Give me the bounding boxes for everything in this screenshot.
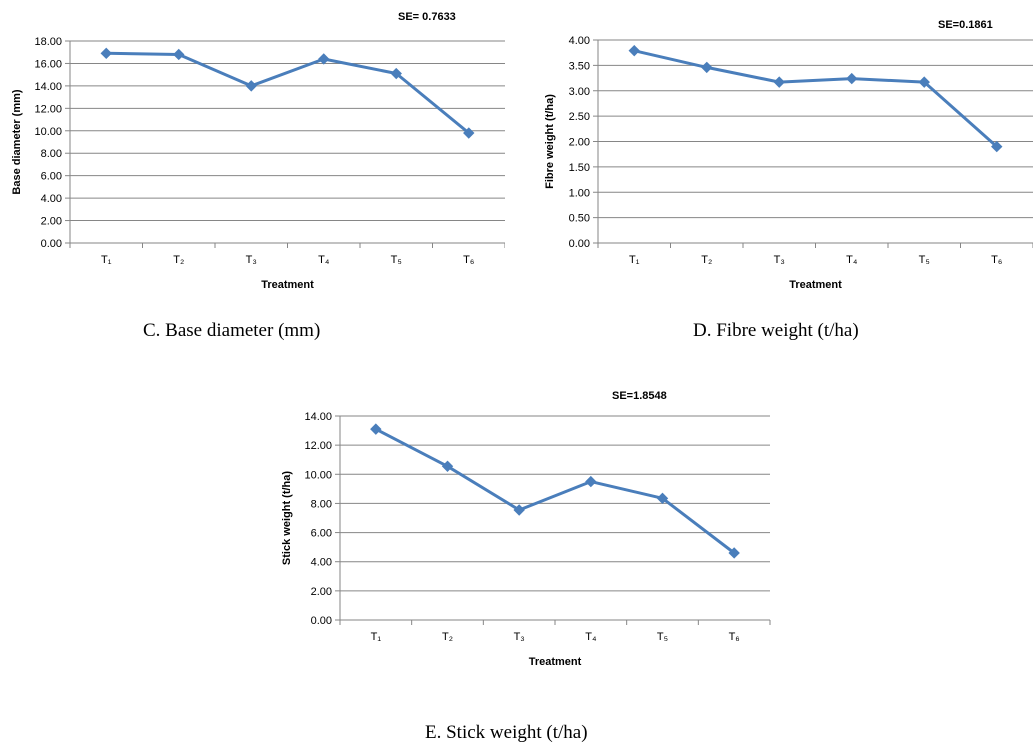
chart-fibre-weight-svg: 0.00 0.50 1.00 1.50 2.00 2.50 3.00 3.50 4.00 T₁ T₂… (544, 19, 1033, 291)
x-tick-label: T₃ (514, 631, 525, 643)
x-tick-label: T₅ (657, 631, 668, 643)
y-tick-label: 2.00 (41, 216, 62, 228)
y-tick-label: 2.00 (311, 586, 332, 598)
x-tick-label: T₂ (442, 631, 453, 643)
y-tick-label: 0.00 (569, 238, 590, 250)
x-tick-label: T₁ (629, 254, 640, 266)
data-point (628, 44, 640, 57)
y-tick-label: 0.00 (311, 615, 332, 627)
data-point (463, 127, 475, 139)
x-tick-label: T₂ (701, 254, 712, 266)
data-point (100, 47, 112, 60)
data-point (513, 504, 525, 516)
data-point (846, 72, 858, 85)
chart-stick-weight-svg: 0.00 2.00 4.00 6.00 8.00 10.00 12.00 14.00 T₁ T₂ T… (281, 390, 771, 668)
data-point (918, 76, 930, 88)
chart-base-diameter-svg: 0.00 2.00 4.00 6.00 8.00 10.00 12.00 14.00 16.00… (11, 11, 505, 291)
y-axis-title: Base diameter (mm) (11, 89, 23, 194)
y-tick-label: 14.00 (304, 411, 332, 423)
x-tick-label: T₂ (173, 254, 184, 266)
chart-base-diameter: 0.00 2.00 4.00 6.00 8.00 10.00 12.00 14.00 16.00… (0, 0, 505, 300)
series-line (375, 427, 736, 555)
se-annotation: SE=0.1861 (938, 19, 993, 31)
data-point (318, 53, 330, 65)
y-tick-label: 8.00 (311, 498, 332, 510)
caption-base-diameter: C. Base diameter (mm) (143, 320, 321, 341)
y-tick-label: 2.00 (569, 137, 590, 149)
x-tick-label: T₅ (919, 254, 930, 266)
data-point (370, 423, 382, 435)
x-tick-label: T₄ (846, 254, 858, 266)
y-axis-title: Fibre weight (t/ha) (544, 94, 556, 189)
x-tick-label: T₄ (318, 254, 330, 266)
y-tick-label: 4.00 (569, 35, 590, 47)
data-point (441, 460, 454, 472)
data-point (728, 547, 740, 559)
x-axis-title: Treatment (529, 656, 582, 668)
y-tick-label: 1.00 (569, 187, 590, 199)
y-tick-label: 6.00 (41, 171, 62, 183)
y-tick-label: 12.00 (304, 440, 332, 452)
x-tick-label: T₃ (774, 254, 785, 266)
y-tick-label: 8.00 (41, 148, 62, 160)
x-tick-label: T₆ (729, 631, 740, 643)
y-tick-label: 4.00 (311, 557, 332, 569)
x-axis-title: Treatment (261, 279, 314, 291)
y-tick-label: 3.50 (569, 60, 590, 72)
data-point (173, 48, 185, 61)
y-tick-label: 14.00 (34, 81, 62, 93)
data-point (245, 80, 257, 92)
se-annotation: SE=1.8548 (612, 390, 667, 402)
caption-stick-weight: E. Stick weight (t/ha) (425, 722, 588, 743)
y-tick-label: 0.00 (41, 238, 62, 250)
data-point (390, 67, 402, 80)
data-point (773, 76, 785, 88)
y-tick-label: 1.50 (569, 162, 590, 174)
y-tick-label: 4.00 (41, 193, 62, 205)
x-tick-label: T₄ (585, 631, 597, 643)
y-tick-label: 18.00 (34, 36, 62, 48)
y-tick-label: 10.00 (34, 126, 62, 138)
y-tick-label: 3.00 (569, 86, 590, 98)
series-line (106, 51, 470, 135)
y-tick-label: 2.50 (569, 111, 590, 123)
y-tick-label: 0.50 (569, 213, 590, 225)
data-point (701, 61, 713, 74)
series-line (633, 49, 998, 148)
x-tick-label: T₁ (101, 254, 112, 266)
data-point (991, 140, 1003, 153)
chart-stick-weight: 0.00 2.00 4.00 6.00 8.00 10.00 12.00 14.00 T₁ T₂ T… (270, 380, 775, 680)
data-point (656, 492, 669, 505)
y-tick-label: 6.00 (311, 528, 332, 540)
x-tick-label: T₁ (371, 631, 382, 643)
x-axis-title: Treatment (789, 279, 842, 291)
chart-fibre-weight: 0.00 0.50 1.00 1.50 2.00 2.50 3.00 3.50 4.00 T₁ T₂… (528, 0, 1033, 300)
y-tick-label: 10.00 (304, 469, 332, 481)
y-axis-title: Stick weight (t/ha) (281, 471, 293, 565)
data-point (585, 475, 597, 488)
x-tick-label: T₆ (463, 254, 474, 266)
se-annotation: SE= 0.7633 (398, 11, 456, 23)
y-tick-label: 16.00 (34, 58, 62, 70)
y-tick-label: 12.00 (34, 103, 62, 115)
x-tick-label: T₃ (246, 254, 257, 266)
caption-fibre-weight: D. Fibre weight (t/ha) (693, 320, 859, 341)
x-tick-label: T₅ (391, 254, 402, 266)
x-tick-label: T₆ (991, 254, 1002, 266)
